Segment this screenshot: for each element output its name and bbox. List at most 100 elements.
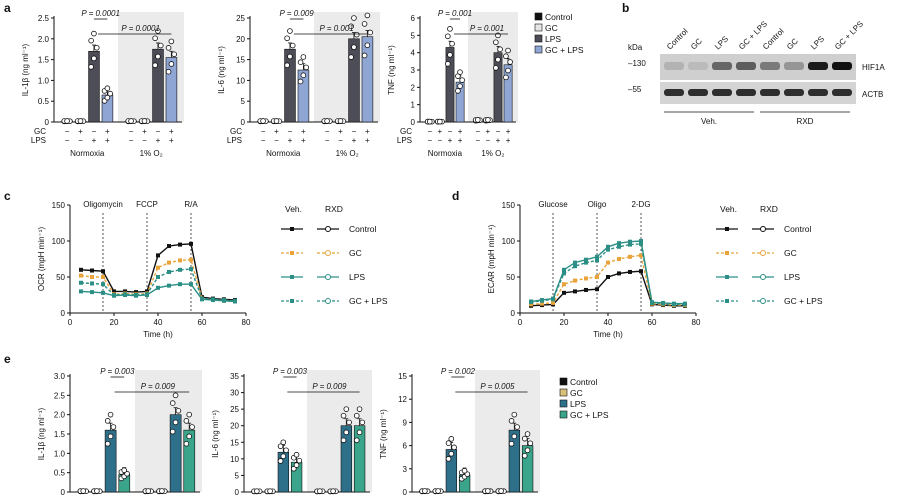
legend-marker bbox=[325, 250, 331, 256]
data-point bbox=[445, 33, 451, 40]
data-point bbox=[91, 30, 97, 37]
data-point bbox=[273, 118, 280, 124]
legend-item: Control bbox=[784, 224, 812, 234]
data-point bbox=[300, 72, 307, 78]
y-tick-label: 2 bbox=[411, 83, 416, 92]
bar bbox=[152, 48, 164, 123]
y-tick-label: 3 bbox=[403, 465, 408, 474]
data-point bbox=[289, 42, 296, 49]
data-point bbox=[169, 428, 176, 435]
data-point bbox=[110, 424, 117, 430]
data-point bbox=[280, 453, 287, 460]
panel-label-a: a bbox=[4, 1, 11, 15]
series-point bbox=[617, 257, 621, 261]
row-sign: + bbox=[365, 136, 370, 145]
data-point bbox=[107, 411, 114, 418]
injection-label: Oligo bbox=[588, 200, 607, 209]
series-point bbox=[617, 244, 621, 249]
series-point bbox=[189, 241, 193, 246]
y-tick-label: 10 bbox=[236, 76, 245, 85]
band-actb bbox=[664, 89, 684, 96]
data-point bbox=[165, 68, 172, 75]
lane-label: Control bbox=[761, 27, 786, 52]
y-tick-label: 5 bbox=[241, 97, 246, 106]
data-point bbox=[340, 412, 347, 419]
data-point bbox=[107, 90, 113, 97]
y-tick-label: 3 bbox=[411, 66, 416, 75]
data-point bbox=[459, 77, 465, 83]
y-tick-label: 2.5 bbox=[38, 14, 50, 23]
y-tick-label: 30 bbox=[230, 389, 239, 398]
data-point bbox=[435, 488, 441, 494]
lane-label: LPS bbox=[713, 34, 730, 51]
x-axis-label: Time (h) bbox=[593, 330, 623, 339]
data-point bbox=[356, 406, 363, 412]
series-point bbox=[683, 302, 687, 307]
series-point bbox=[90, 268, 94, 273]
band-hif1a bbox=[808, 62, 828, 70]
data-point bbox=[183, 440, 190, 447]
y-axis-label: TNF (ng ml⁻¹) bbox=[379, 409, 388, 459]
series-point bbox=[167, 244, 171, 249]
legend-item: LPS bbox=[784, 272, 800, 282]
data-point bbox=[88, 37, 94, 44]
data-point bbox=[293, 451, 300, 458]
group-label-hypoxia: 1% O₂ bbox=[140, 149, 163, 158]
y-tick-label: 15 bbox=[230, 438, 239, 447]
row-sign: − bbox=[438, 136, 443, 145]
band-hif1a bbox=[688, 62, 708, 70]
row-sign: − bbox=[78, 136, 83, 145]
y-tick-label: 1.0 bbox=[54, 449, 66, 458]
data-point bbox=[493, 39, 499, 46]
y-axis-label: IL-1β (ng ml⁻¹) bbox=[37, 407, 46, 460]
lane-label: Control bbox=[665, 27, 690, 52]
x-tick-label: 60 bbox=[648, 318, 657, 327]
data-point bbox=[155, 28, 161, 34]
bar bbox=[104, 429, 117, 493]
y-axis-label: IL-6 (ng ml⁻¹) bbox=[211, 410, 220, 458]
y-tick-label: 1.5 bbox=[38, 56, 50, 65]
band-hif1a bbox=[760, 62, 780, 70]
p-value-label: P = 0.0001 bbox=[81, 9, 120, 18]
row-sign: + bbox=[458, 136, 463, 145]
p-value-label: P = 0.009 bbox=[280, 9, 315, 18]
legend-item: Control bbox=[349, 224, 377, 234]
data-point bbox=[343, 429, 350, 436]
series-point bbox=[156, 253, 160, 258]
series-point bbox=[156, 285, 160, 290]
row-sign: − bbox=[261, 127, 266, 136]
legend-marker bbox=[325, 298, 331, 304]
data-point bbox=[283, 447, 289, 454]
row-sign: + bbox=[142, 127, 147, 136]
y-tick-label: 0 bbox=[403, 488, 408, 497]
legend-marker bbox=[290, 227, 294, 231]
row-sign: + bbox=[92, 136, 97, 145]
y-tick-label: 0 bbox=[45, 118, 50, 127]
x-tick-label: 80 bbox=[692, 318, 701, 327]
series-point bbox=[639, 239, 643, 243]
y-tick-label: 25 bbox=[230, 405, 239, 414]
row-sign: − bbox=[129, 127, 134, 136]
data-point bbox=[524, 431, 531, 437]
data-point bbox=[524, 447, 531, 454]
legend-marker bbox=[760, 298, 766, 304]
series-point bbox=[79, 289, 83, 294]
data-point bbox=[348, 54, 354, 60]
bar bbox=[445, 47, 455, 123]
data-point bbox=[121, 467, 128, 474]
series-point bbox=[178, 267, 182, 272]
series-point bbox=[661, 301, 665, 306]
row-sign: − bbox=[352, 127, 357, 136]
data-point bbox=[527, 440, 534, 447]
data-point bbox=[361, 21, 368, 27]
series-point bbox=[79, 273, 83, 278]
series-point bbox=[606, 244, 610, 249]
bar bbox=[183, 429, 196, 493]
data-point bbox=[169, 400, 176, 406]
band-hif1a bbox=[712, 62, 732, 70]
data-point bbox=[124, 470, 130, 477]
legend-item: GC + LPS bbox=[349, 296, 388, 306]
p-value-label: P = 0.003 bbox=[273, 367, 308, 376]
p-value-label: P = 0.001 bbox=[470, 24, 504, 33]
series-point bbox=[112, 289, 116, 294]
